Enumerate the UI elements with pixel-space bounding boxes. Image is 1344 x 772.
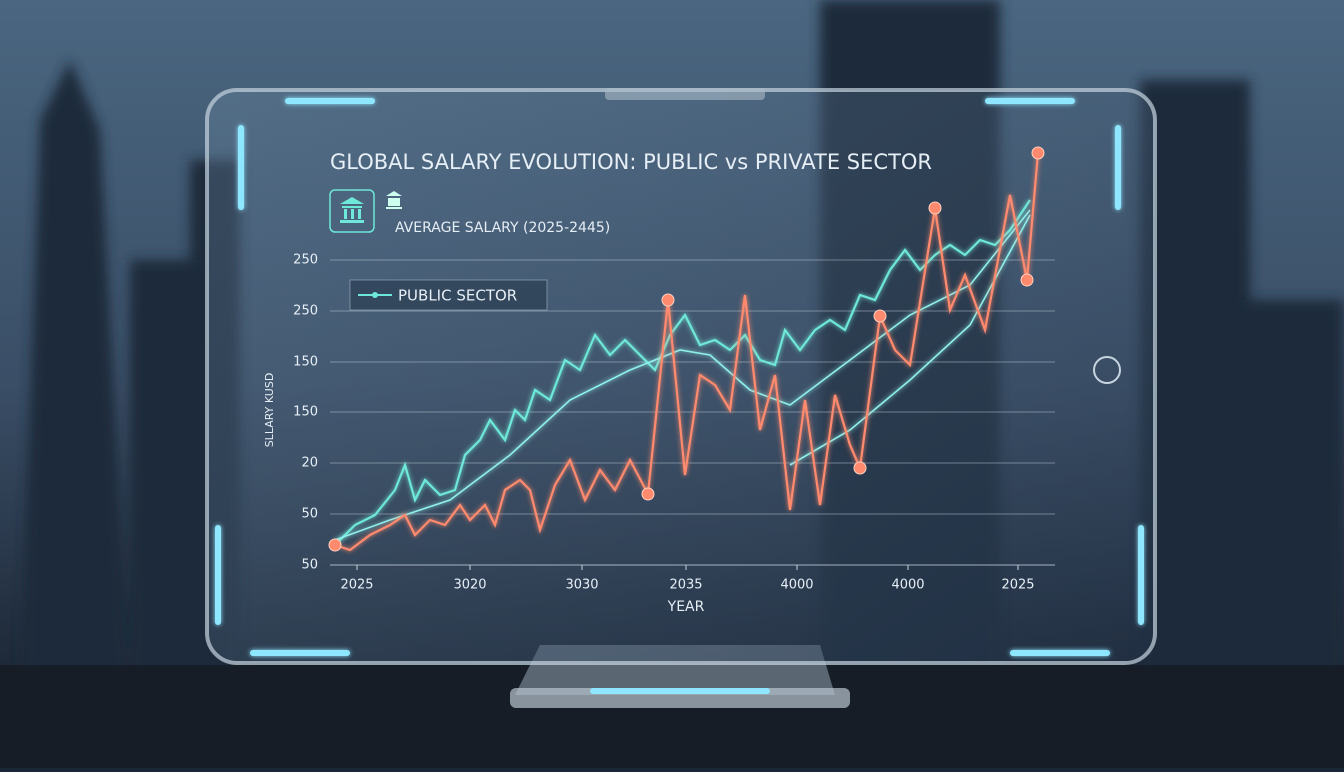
- chart-title: GLOBAL SALARY EVOLUTION: PUBLIC vs PRIVA…: [330, 150, 932, 174]
- stand-light: [590, 688, 770, 694]
- x-tick-label: 2025: [1001, 578, 1034, 593]
- y-axis-label: SLLARY KUSD: [263, 373, 276, 448]
- y-tick-label: 20: [301, 456, 318, 471]
- point-marker: [661, 293, 675, 307]
- bank-icon: [340, 197, 364, 223]
- y-tick-label: 50: [301, 507, 318, 522]
- series-line: [334, 199, 1031, 546]
- series-line: [334, 209, 1031, 541]
- point-marker: [873, 309, 887, 323]
- bank-icon-small: [386, 191, 402, 209]
- y-tick-label: 250: [293, 253, 318, 268]
- chart-subtitle: AVERAGE SALARY (2025-2445): [395, 220, 610, 236]
- point-marker: [328, 538, 342, 552]
- x-tick-label: 2025: [340, 578, 373, 593]
- plot: 50 50 20 150 150 250 250 2025 3020 3030 2035 4000 40…: [293, 146, 1055, 593]
- x-tick-label: 4000: [891, 578, 924, 593]
- point-marker: [853, 461, 867, 475]
- y-tick-label: 50: [301, 558, 318, 573]
- home-button: [1093, 356, 1121, 384]
- point-marker: [1020, 273, 1034, 287]
- icon-box: [329, 189, 375, 233]
- x-tick-label: 3030: [565, 578, 598, 593]
- point-marker: [928, 201, 942, 215]
- series-line: [789, 214, 1031, 466]
- y-tick-label: 250: [293, 304, 318, 319]
- point-marker: [641, 487, 655, 501]
- tablet-button: [605, 88, 765, 100]
- x-tick-label: 2035: [669, 578, 702, 593]
- y-tick-label: 150: [293, 355, 318, 370]
- x-tick-label: 3020: [453, 578, 486, 593]
- legend-dot: [372, 292, 378, 298]
- x-tick-label: 4000: [780, 578, 813, 593]
- point-marker: [1031, 146, 1045, 160]
- legend-label: PUBLIC SECTOR: [398, 287, 517, 305]
- frame-lights: [215, 98, 1144, 656]
- x-axis-label: YEAR: [667, 599, 705, 615]
- y-tick-label: 150: [293, 405, 318, 420]
